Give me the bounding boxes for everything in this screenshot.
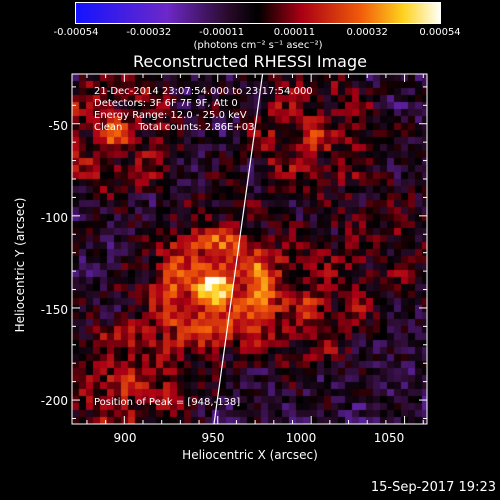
x-tick-label: 1050 (373, 431, 405, 445)
x-tick-label: 1000 (285, 431, 317, 445)
annotation-clean-counts: Clean Total counts: 2.86E+03 (94, 122, 255, 133)
x-tick-label: 900 (113, 431, 137, 445)
y-tick-label: -50 (48, 119, 68, 133)
colorbar-tick-label: 0.00032 (346, 27, 388, 38)
annotation-peak-position: Position of Peak = [948,-138] (94, 397, 241, 408)
chart-title: Reconstructed RHESSI Image (133, 52, 367, 71)
colorbar-tick-label: -0.00032 (126, 27, 172, 38)
footer-date: 15-Sep-2017 19:23 (370, 480, 496, 495)
annotation-energy-range: Energy Range: 12.0 - 25.0 keV (94, 110, 247, 121)
colorbar-tick-label: 0.00054 (419, 27, 461, 38)
colorbar-tick-label: -0.00011 (199, 27, 245, 38)
annotation-detectors: Detectors: 3F 6F 7F 9F, Att 0 (94, 98, 238, 109)
colorbar-tick-label: -0.00054 (53, 27, 99, 38)
colorbar-tick-label: 0.00011 (273, 27, 316, 38)
y-axis-label: Heliocentric Y (arcsec) (13, 197, 27, 333)
plot-frame (71, 73, 428, 425)
y-tick-label: -200 (40, 394, 68, 408)
y-tick-label: -100 (40, 211, 68, 225)
x-tick-label: 950 (201, 431, 225, 445)
tick-marks (72, 74, 427, 424)
colorbar-units: (photons cm⁻² s⁻¹ asec⁻²) (193, 40, 323, 51)
x-axis-label: Heliocentric X (arcsec) (182, 448, 318, 462)
limb-line (213, 73, 264, 425)
y-tick-label: -150 (40, 303, 68, 317)
colorbar (75, 2, 441, 24)
annotation-time-range: 21-Dec-2014 23:07:54.000 to 23:17:54.000 (94, 86, 313, 97)
heatmap-image (72, 74, 427, 424)
